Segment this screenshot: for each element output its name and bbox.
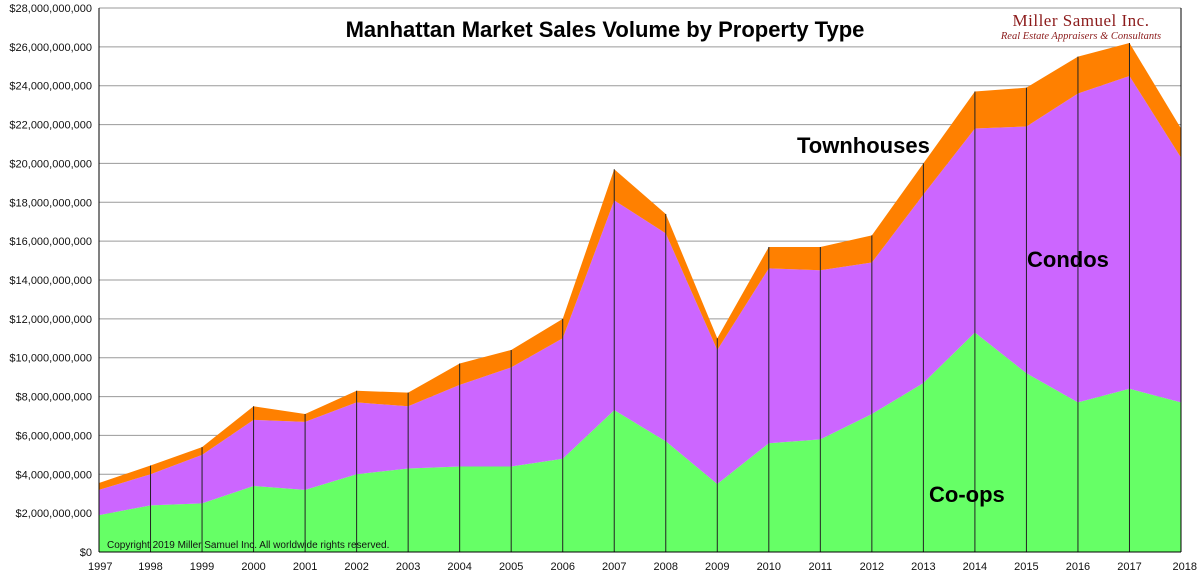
y-tick-label: $0 [80,547,92,559]
y-tick-label: $20,000,000,000 [9,158,92,170]
brand-logo: Miller Samuel Inc. Real Estate Appraiser… [1000,11,1161,42]
y-tick-label: $4,000,000,000 [16,469,92,481]
area-series [99,42,1181,552]
x-tick-label: 2016 [1066,561,1090,573]
x-tick-label: 2013 [911,561,935,573]
townhouses-label: Townhouses [797,133,930,158]
x-tick-label: 2001 [293,561,317,573]
x-tick-label: 2009 [705,561,729,573]
coops-label: Co-ops [929,482,1005,507]
series-area-townhouses [99,42,1181,490]
x-tick-label: 2005 [499,561,523,573]
x-tick-label: 2003 [396,561,420,573]
brand-name: Miller Samuel Inc. [1013,11,1150,30]
y-tick-label: $14,000,000,000 [9,275,92,287]
y-tick-label: $6,000,000,000 [16,430,92,442]
x-tick-label: 2000 [241,561,265,573]
y-tick-label: $16,000,000,000 [9,236,92,248]
y-tick-labels: $0 $2,000,000,000 $4,000,000,000 $6,000,000… [9,3,92,559]
y-tick-label: $10,000,000,000 [9,353,92,365]
year-lines [150,42,1130,552]
x-tick-label: 2002 [344,561,368,573]
y-tick-label: $24,000,000,000 [9,81,92,93]
brand-tagline: Real Estate Appraisers & Consultants [1000,31,1161,42]
x-tick-label: 2008 [654,561,678,573]
y-tick-label: $28,000,000,000 [9,3,92,15]
x-tick-label: 2012 [860,561,884,573]
y-tick-label: $2,000,000,000 [16,508,92,520]
series-area-co-ops [99,332,1181,552]
condos-label: Condos [1027,247,1109,272]
x-tick-label: 1999 [190,561,214,573]
x-tick-label: 2014 [963,561,987,573]
chart-title: Manhattan Market Sales Volume by Propert… [346,17,865,42]
x-tick-labels: 1997 1998 1999 2000 2001 2002 2003 2004 2005 2006… [88,561,1197,573]
y-tick-label: $8,000,000,000 [16,392,92,404]
y-tick-label: $12,000,000,000 [9,314,92,326]
x-tick-label: 2015 [1014,561,1038,573]
x-tick-label: 2018 [1173,561,1197,573]
copyright-notice: Copyright 2019 Miller Samuel Inc. All wo… [107,540,389,551]
x-tick-label: 2011 [809,561,833,573]
axes [98,8,1182,553]
x-tick-label: 2010 [757,561,781,573]
x-tick-label: 2006 [550,561,574,573]
y-tick-label: $26,000,000,000 [9,42,92,54]
x-tick-label: 1997 [88,561,112,573]
x-tick-label: 2004 [447,561,471,573]
x-tick-label: 1998 [138,561,162,573]
series-area-condos [99,76,1181,516]
x-tick-label: 2007 [602,561,626,573]
x-tick-label: 2017 [1117,561,1141,573]
y-tick-label: $18,000,000,000 [9,197,92,209]
y-tick-label: $22,000,000,000 [9,120,92,132]
